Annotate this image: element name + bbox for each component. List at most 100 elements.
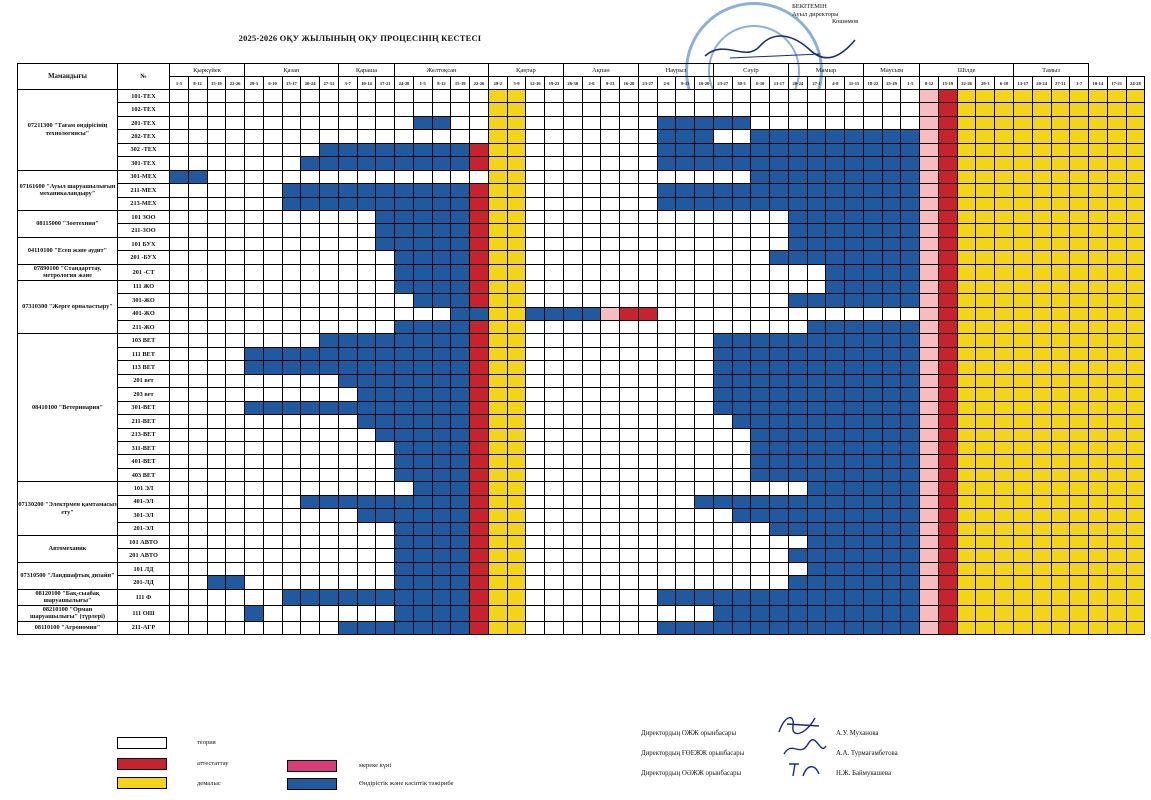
schedule-cell <box>187 88 208 104</box>
schedule-cell <box>825 620 846 636</box>
schedule-cell <box>1031 169 1052 185</box>
schedule-cell <box>356 494 377 510</box>
schedule-cell <box>1013 440 1033 456</box>
schedule-cell <box>169 209 189 225</box>
schedule-cell <box>637 454 658 469</box>
schedule-cell <box>300 346 321 362</box>
schedule-cell <box>900 333 921 348</box>
schedule-cell <box>487 521 508 537</box>
schedule-cell <box>506 169 527 185</box>
schedule-cell <box>1050 481 1071 496</box>
schedule-cell <box>300 494 321 510</box>
schedule-cell <box>1013 494 1033 510</box>
schedule-cell <box>937 156 958 171</box>
schedule-cell <box>769 373 789 389</box>
table-row: 201-ТЕХ <box>18 115 1146 131</box>
schedule-cell <box>581 263 602 281</box>
schedule-cell <box>975 293 996 308</box>
schedule-cell <box>375 508 396 523</box>
schedule-cell <box>337 333 358 348</box>
week-header: 29-3 <box>244 76 264 90</box>
schedule-cell <box>206 454 227 469</box>
schedule-cell <box>450 494 471 510</box>
schedule-cell <box>1106 333 1127 348</box>
schedule-cell <box>562 494 583 510</box>
schedule-cell <box>806 548 827 563</box>
schedule-cell <box>356 588 377 606</box>
schedule-cell <box>187 102 208 117</box>
schedule-cell <box>244 373 264 389</box>
schedule-cell <box>956 209 977 225</box>
schedule-cell <box>844 575 864 590</box>
schedule-cell <box>937 236 958 252</box>
schedule-cell <box>787 440 808 456</box>
schedule-cell <box>900 454 921 469</box>
schedule-cell <box>769 319 789 335</box>
table-row: 111 ВЕТ <box>18 346 1146 362</box>
schedule-cell <box>806 494 827 510</box>
schedule-cell <box>562 481 583 496</box>
schedule-cell <box>319 534 339 550</box>
schedule-cell <box>994 561 1015 577</box>
schedule-cell <box>919 427 939 442</box>
schedule-cell <box>1125 250 1146 265</box>
table-row: 401-ЭЛ <box>18 494 1146 510</box>
schedule-cell <box>844 279 864 295</box>
schedule-cell <box>937 263 958 281</box>
schedule-cell <box>712 588 733 606</box>
schedule-cell <box>1125 169 1146 185</box>
schedule-cell <box>581 620 602 636</box>
specialty-name: 07890100 "Стандарттау, метрология және <box>17 263 118 281</box>
schedule-cell <box>394 88 414 104</box>
schedule-cell <box>356 373 377 389</box>
schedule-cell <box>525 427 546 442</box>
schedule-cell <box>787 209 808 225</box>
schedule-cell <box>1125 236 1146 252</box>
schedule-cell <box>187 440 208 456</box>
group-code: 301-ЖО <box>117 293 170 308</box>
schedule-cell <box>675 400 696 416</box>
schedule-cell <box>544 400 564 416</box>
schedule-cell <box>412 196 433 211</box>
schedule-cell <box>806 400 827 416</box>
schedule-cell <box>244 319 264 335</box>
schedule-cell <box>656 293 677 308</box>
schedule-cell <box>994 196 1015 211</box>
schedule-cell <box>431 102 452 117</box>
schedule-cell <box>712 508 733 523</box>
schedule-cell <box>862 575 883 590</box>
schedule-cell <box>544 561 564 577</box>
schedule-cell <box>356 169 377 185</box>
schedule-cell <box>206 88 227 104</box>
schedule-cell <box>487 414 508 429</box>
schedule-cell <box>900 236 921 252</box>
schedule-cell <box>975 236 996 252</box>
group-code: 301-ЭЛ <box>117 508 170 523</box>
schedule-cell <box>1106 319 1127 335</box>
schedule-cell <box>1069 414 1090 429</box>
schedule-cell <box>262 427 283 442</box>
schedule-cell <box>656 620 677 636</box>
schedule-cell <box>319 521 339 537</box>
schedule-cell <box>525 548 546 563</box>
schedule-cell <box>450 534 471 550</box>
schedule-cell <box>206 223 227 238</box>
schedule-cell <box>581 319 602 335</box>
month-header: Қараша <box>337 63 396 77</box>
schedule-cell <box>881 561 902 577</box>
schedule-cell <box>1069 169 1090 185</box>
schedule-cell <box>450 279 471 295</box>
schedule-cell <box>731 196 752 211</box>
schedule-cell <box>637 360 658 375</box>
group-code: 201-ЭЛ <box>117 521 170 537</box>
schedule-cell <box>581 534 602 550</box>
schedule-cell <box>994 400 1015 416</box>
group-code: 111 Ф <box>117 588 170 606</box>
schedule-cell <box>956 279 977 295</box>
schedule-cell <box>712 236 733 252</box>
schedule-cell <box>525 209 546 225</box>
schedule-cell <box>769 620 789 636</box>
schedule-cell <box>225 467 246 483</box>
schedule-cell <box>919 494 939 510</box>
table-row: 07161600 "Ауыл шаруашылығын механикаланд… <box>17 169 1146 211</box>
